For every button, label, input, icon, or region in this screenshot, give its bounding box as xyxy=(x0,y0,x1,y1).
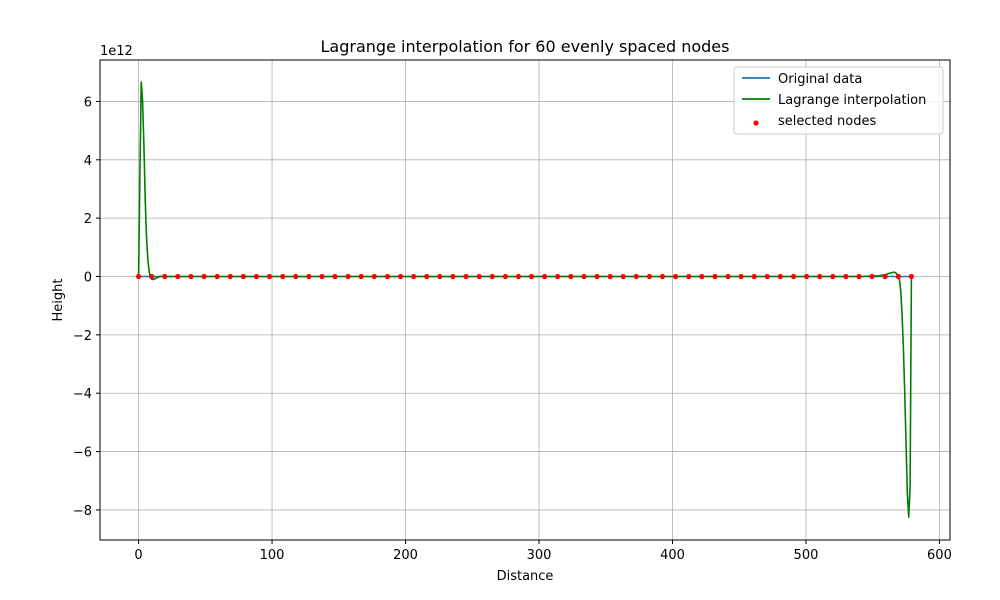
node-point xyxy=(135,273,142,280)
node-point xyxy=(699,273,705,280)
node-point xyxy=(790,273,797,280)
node-point xyxy=(817,273,823,280)
node-point xyxy=(502,273,508,280)
node-point xyxy=(188,273,194,280)
x-tick-label: 200 xyxy=(393,548,418,563)
node-point xyxy=(332,273,338,280)
x-tick-label: 100 xyxy=(260,548,285,563)
node-point xyxy=(659,273,666,280)
node-point xyxy=(856,273,862,280)
node-point xyxy=(581,273,587,280)
legend-swatch xyxy=(753,120,759,126)
x-tick-label: 300 xyxy=(527,548,552,563)
node-point xyxy=(764,273,770,280)
node-point xyxy=(280,273,286,280)
y-tick-label: 4 xyxy=(84,154,92,169)
node-point xyxy=(830,273,836,280)
node-point xyxy=(568,273,574,280)
y-tick-label: 0 xyxy=(84,271,92,286)
node-point xyxy=(620,273,626,280)
node-point xyxy=(489,273,495,280)
legend-label: Lagrange interpolation xyxy=(778,93,926,108)
node-point xyxy=(463,273,469,280)
chart-title: Lagrange interpolation for 60 evenly spa… xyxy=(321,37,730,56)
plot-frame xyxy=(99,59,951,541)
y-tick-label: −6 xyxy=(73,446,92,461)
node-point xyxy=(882,273,888,280)
x-tick-label: 0 xyxy=(134,548,142,563)
legend-box xyxy=(733,66,944,135)
node-point xyxy=(476,273,482,280)
node-point xyxy=(542,273,548,280)
y-offset-label: 1e12 xyxy=(100,44,133,59)
node-point xyxy=(528,273,535,280)
node-point xyxy=(397,273,404,280)
node-point xyxy=(306,273,312,280)
node-point xyxy=(686,273,692,280)
y-tick-label: 2 xyxy=(84,212,92,227)
node-point xyxy=(319,273,325,280)
node-point xyxy=(672,273,679,280)
node-point xyxy=(515,273,522,280)
node-point xyxy=(594,273,600,280)
y-tick-label: −8 xyxy=(73,504,92,519)
node-point xyxy=(450,273,456,280)
node-point xyxy=(725,273,731,280)
node-point xyxy=(358,273,364,280)
x-tick-label: 600 xyxy=(927,548,952,563)
y-tick-label: 6 xyxy=(84,95,92,110)
node-point xyxy=(424,273,430,280)
node-point xyxy=(437,273,443,280)
node-point xyxy=(162,273,168,280)
node-point xyxy=(751,273,757,280)
node-point xyxy=(869,273,875,280)
y-axis-label: Height xyxy=(51,279,66,322)
series-line-1 xyxy=(137,81,913,519)
y-tick-label: −2 xyxy=(73,329,92,344)
node-point xyxy=(266,273,273,280)
y-axis: 6 4 2 0 −2 −4 −6 −8 xyxy=(73,95,100,519)
node-point xyxy=(777,273,783,280)
x-tick-label: 400 xyxy=(660,548,685,563)
node-point xyxy=(804,273,810,280)
node-point xyxy=(895,273,901,280)
node-point xyxy=(175,273,181,280)
node-point xyxy=(149,273,155,280)
node-point xyxy=(201,273,207,280)
node-point xyxy=(646,273,653,280)
plot-area xyxy=(135,81,915,519)
node-point xyxy=(738,273,744,280)
y-tick-label: −4 xyxy=(73,387,92,402)
node-point xyxy=(345,273,351,280)
legend: Original data Lagrange interpolation selec… xyxy=(733,66,944,135)
node-point xyxy=(240,273,246,280)
node-point xyxy=(908,273,915,280)
node-point xyxy=(712,273,718,280)
node-point xyxy=(384,273,391,280)
legend-label: Original data xyxy=(778,72,862,87)
node-point xyxy=(633,273,639,280)
x-axis-label: Distance xyxy=(497,569,554,584)
x-axis: 0 100 200 300 400 500 600 xyxy=(134,540,952,563)
node-point xyxy=(253,273,260,280)
node-point xyxy=(293,273,299,280)
node-point xyxy=(227,273,233,280)
node-point xyxy=(371,273,377,280)
node-point xyxy=(607,273,613,280)
node-point xyxy=(555,273,561,280)
x-tick-label: 500 xyxy=(794,548,819,563)
node-point xyxy=(214,273,220,280)
node-point xyxy=(843,273,849,280)
node-point xyxy=(411,273,417,280)
legend-label: selected nodes xyxy=(778,114,876,129)
